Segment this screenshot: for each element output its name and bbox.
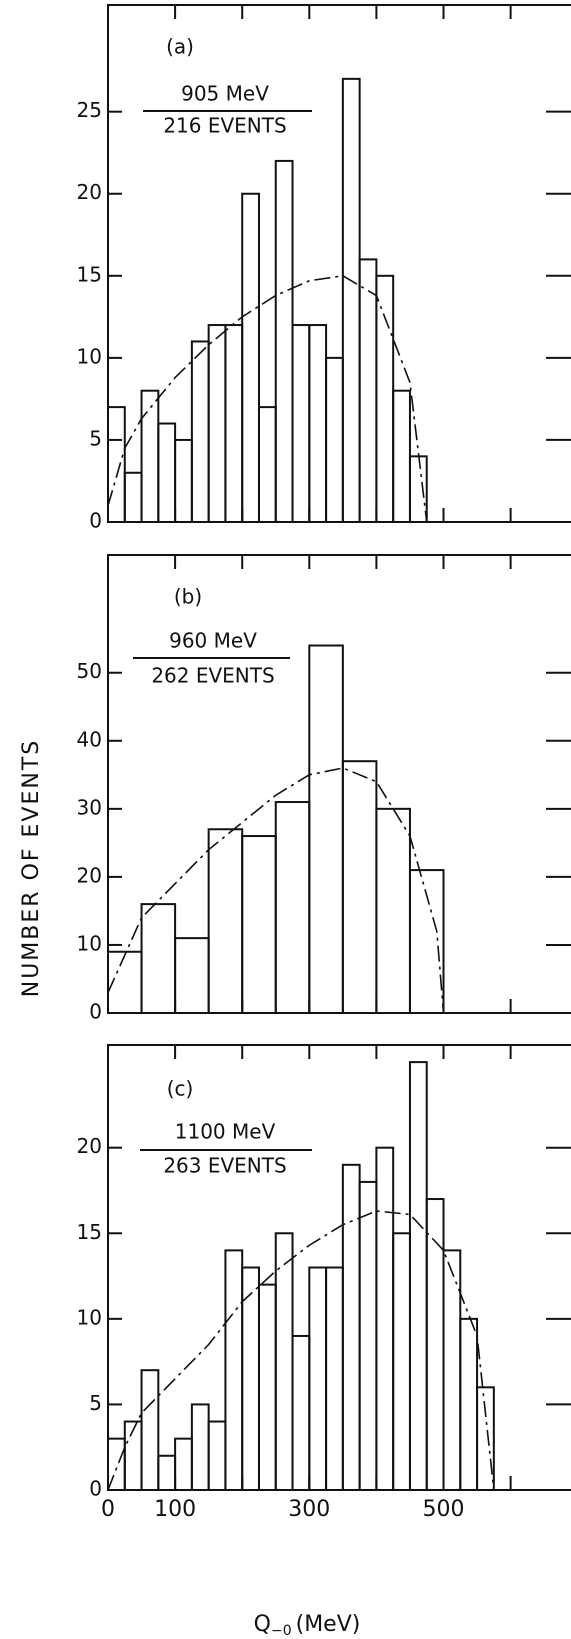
events-label: 263 EVENTS [163, 1154, 286, 1178]
bar [140, 1369, 160, 1491]
bar [325, 356, 344, 523]
phase-space-curve [107, 767, 445, 1014]
bar [174, 438, 193, 523]
y-tick-label: 0 [89, 509, 102, 533]
bar [107, 406, 126, 523]
y-tick-label: 20 [77, 1134, 102, 1158]
x-axis-label: Q−0 (MeV) [254, 1612, 361, 1639]
y-tick-label: 10 [77, 344, 102, 368]
bar [140, 389, 160, 524]
y-tick-label: 25 [77, 98, 102, 122]
y-axis-label: NUMBER OF EVENTS [19, 739, 44, 998]
panel-label: (a) [166, 35, 194, 59]
bar [408, 1061, 428, 1491]
panel-label: (c) [167, 1077, 194, 1101]
bar [291, 324, 311, 523]
bar [241, 192, 260, 523]
bar [241, 1266, 260, 1491]
bar [375, 807, 411, 1015]
x-tick-label: 100 [154, 1497, 196, 1522]
bar [375, 1146, 395, 1491]
bar [274, 801, 311, 1014]
bar [375, 274, 395, 523]
y-tick-label: 50 [77, 659, 102, 683]
bar [140, 903, 177, 1015]
y-tick-label: 20 [77, 180, 102, 204]
bar [291, 1334, 311, 1492]
bar [190, 340, 210, 524]
bar [174, 1437, 193, 1491]
x-tick-label: 0 [101, 1497, 115, 1522]
y-tick-label: 5 [89, 426, 102, 450]
phase-space-curve [107, 1210, 495, 1491]
bar [308, 1266, 328, 1491]
bar [241, 835, 277, 1014]
bar [174, 937, 210, 1015]
bar [442, 1249, 462, 1492]
bar [325, 1266, 344, 1491]
bar [408, 869, 445, 1014]
bar [392, 1232, 411, 1492]
bar [308, 644, 344, 1015]
x-tick-label: 500 [423, 1497, 465, 1522]
bar [358, 258, 378, 523]
x-axis-label-sub: −0 [271, 1623, 292, 1639]
bar [207, 828, 244, 1014]
bar [308, 324, 328, 523]
bar [358, 1180, 378, 1492]
energy-label: 905 MeV [181, 82, 269, 106]
energy-label: 1100 MeV [175, 1120, 276, 1144]
events-label: 262 EVENTS [151, 664, 274, 688]
bar [392, 389, 411, 524]
bar [257, 1283, 277, 1491]
bar [207, 324, 227, 523]
y-tick-label: 0 [89, 1477, 102, 1501]
bar [224, 324, 244, 523]
x-tick-label: 300 [288, 1497, 330, 1522]
bar [157, 422, 177, 523]
phase-space-curve [107, 274, 428, 523]
y-tick-label: 10 [77, 931, 102, 955]
y-tick-label: 15 [77, 262, 102, 286]
frame [107, 554, 571, 1014]
bar [157, 1454, 177, 1492]
energy-label: 960 MeV [169, 629, 257, 653]
bar [476, 1386, 495, 1492]
y-tick-label: 40 [77, 727, 102, 751]
bar [274, 159, 294, 524]
bar [224, 1249, 244, 1492]
panel-label: (b) [174, 585, 202, 609]
y-tick-label: 15 [77, 1220, 102, 1244]
y-tick-label: 10 [77, 1305, 102, 1329]
bar [123, 471, 143, 523]
bar [257, 406, 277, 523]
y-tick-label: 5 [89, 1391, 102, 1415]
x-axis-label-main: Q [254, 1612, 271, 1637]
bar [274, 1232, 294, 1492]
bar [341, 77, 361, 523]
bar [341, 1163, 361, 1492]
bar [425, 1198, 445, 1491]
bar [341, 760, 378, 1014]
y-tick-label: 20 [77, 863, 102, 887]
events-label: 216 EVENTS [163, 114, 286, 138]
bar [190, 1403, 210, 1492]
frame [107, 4, 571, 523]
y-tick-label: 30 [77, 795, 102, 819]
x-axis-label-unit: (MeV) [296, 1612, 361, 1637]
bar [408, 455, 428, 524]
y-tick-label: 0 [89, 1000, 102, 1024]
bar [207, 1420, 227, 1491]
bar [459, 1317, 479, 1492]
